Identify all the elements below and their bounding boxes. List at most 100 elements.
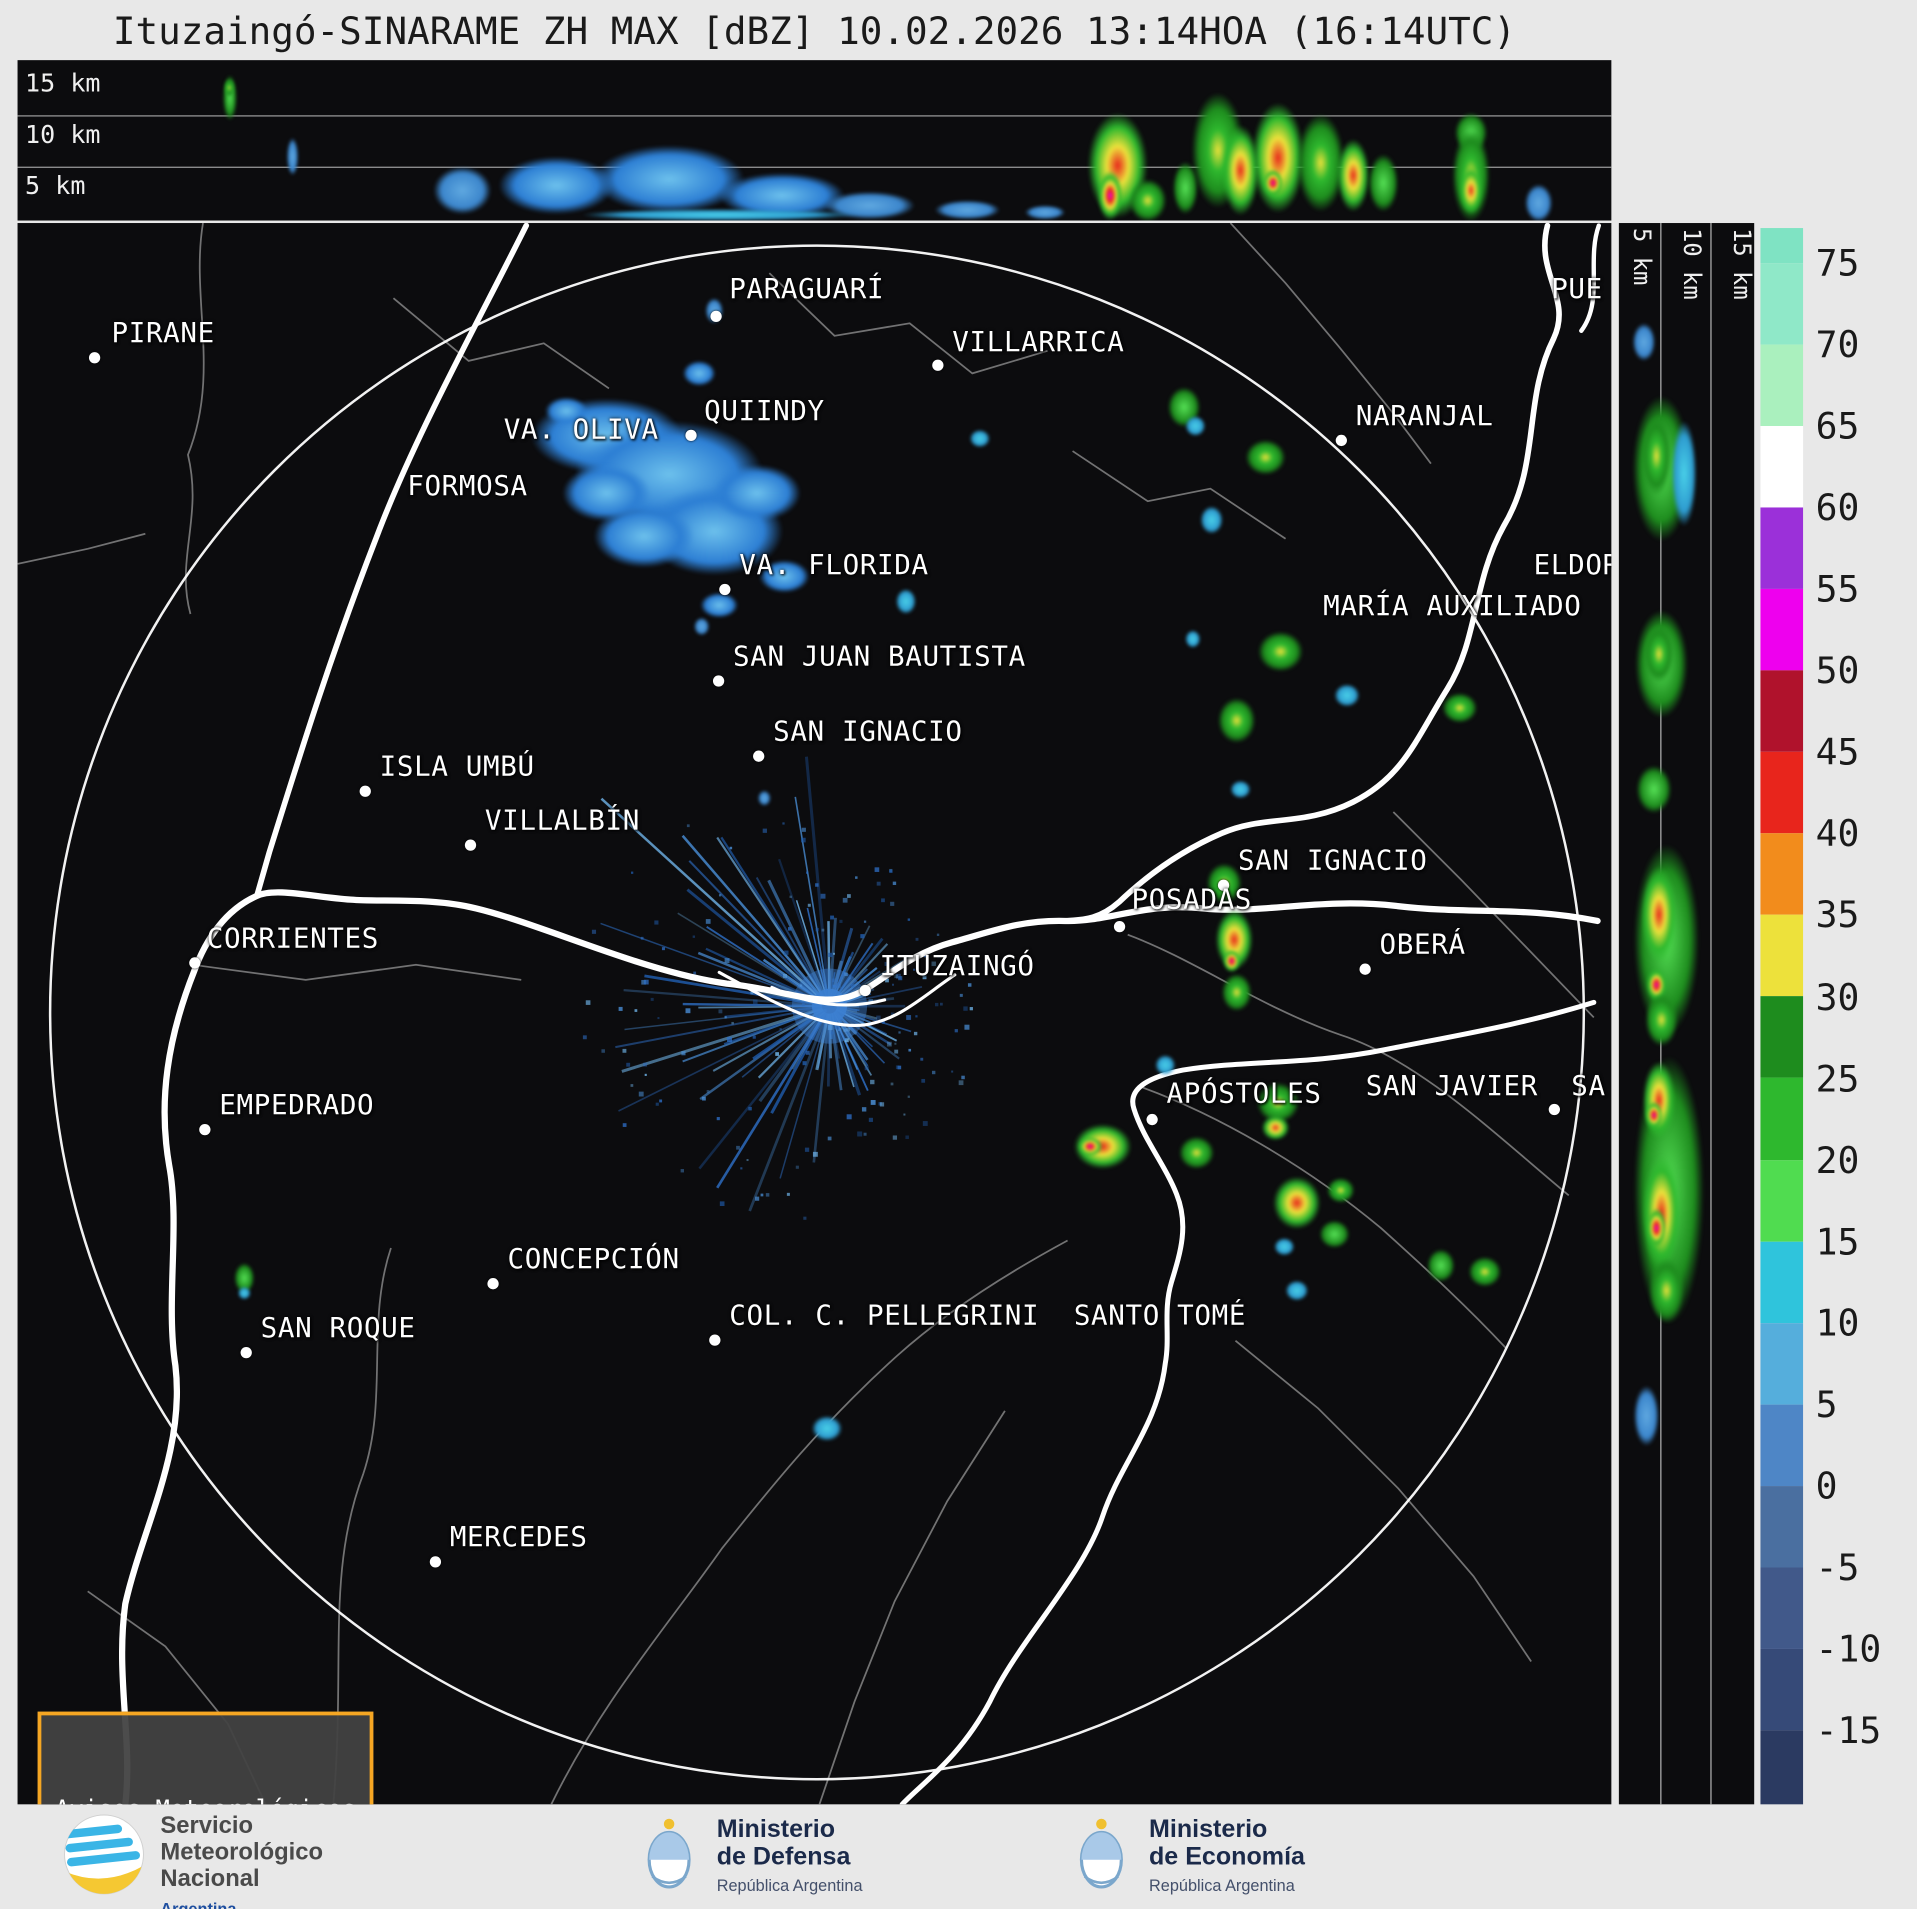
- city-dot-corrientes: [188, 956, 200, 968]
- clutter-speck: [821, 928, 825, 932]
- clutter-speck: [750, 991, 754, 995]
- echo-blue: [433, 166, 492, 215]
- echo-cm: [1097, 170, 1123, 221]
- clutter-speck: [626, 1062, 631, 1067]
- map-echo-layer: [18, 223, 1612, 1804]
- city-label-san-roque: SAN ROQUE: [260, 1313, 416, 1345]
- river-corner-stub: [1579, 223, 1602, 333]
- echo-green: [234, 1263, 255, 1294]
- clutter-speck: [801, 1003, 805, 1007]
- clutter-streak: [836, 1007, 912, 1033]
- echo-cr: [1261, 1115, 1290, 1141]
- colorbar-segment: [1760, 228, 1804, 264]
- colorbar-tick-label: 10: [1815, 1301, 1860, 1345]
- colorbar-segment: [1760, 263, 1804, 345]
- colorbar-tick-label: 25: [1815, 1057, 1860, 1100]
- echo-blue: [286, 137, 298, 176]
- colorbar-tick-label: 55: [1815, 567, 1860, 611]
- clutter-speck: [958, 1080, 964, 1086]
- river-braid-2: [770, 985, 887, 1007]
- clutter-speck: [686, 824, 690, 828]
- clutter-speck: [922, 1121, 928, 1126]
- clutter-speck: [726, 1036, 733, 1042]
- city-label-pue: PUE: [1551, 274, 1603, 306]
- clutter-speck: [843, 1028, 847, 1032]
- clutter-speck: [638, 1091, 644, 1097]
- smn-logo-icon: [63, 1813, 146, 1896]
- clutter-speck: [831, 978, 836, 983]
- colorbar-segment: [1760, 1485, 1804, 1568]
- clutter-speck: [905, 1135, 909, 1139]
- echo-cr: [1641, 867, 1677, 963]
- clutter-speck: [894, 1042, 897, 1045]
- clutter-speck: [786, 1192, 790, 1196]
- clutter-speck: [844, 1038, 849, 1043]
- city-dot-ituzaingo: [858, 984, 871, 996]
- clutter-speck: [820, 893, 826, 899]
- ministry-economia-logo: Ministerio de Economía República Argenti…: [1071, 1816, 1305, 1895]
- city-dot-san-roque: [239, 1346, 252, 1358]
- colorbar-tick-label: 60: [1815, 486, 1860, 529]
- echo-patch: [700, 592, 739, 618]
- city-label-formosa: FORMOSA: [407, 471, 528, 503]
- clutter-speck: [692, 935, 696, 938]
- clutter-speck: [937, 954, 941, 959]
- clutter-speck: [736, 1145, 740, 1150]
- city-label-naranjal: NARANJAL: [1355, 400, 1494, 433]
- city-label-eldor: ELDOR: [1533, 550, 1612, 582]
- echo-blue: [1024, 204, 1066, 219]
- colorbar-tick-label: 30: [1815, 975, 1860, 1019]
- clutter-speck: [839, 919, 843, 923]
- clutter-speck: [765, 1193, 770, 1197]
- colorbar-tick-label: 15: [1815, 1220, 1860, 1263]
- echo-cm: [1646, 968, 1667, 1002]
- smn-line-2: Meteorológico: [160, 1839, 324, 1866]
- clutter-speck: [921, 1078, 926, 1083]
- city-label-san-ignacio: SAN IGNACIO: [1237, 845, 1428, 878]
- clutter-streak: [741, 1010, 825, 1078]
- clutter-streak: [615, 1006, 823, 1049]
- clutter-speck: [655, 1102, 659, 1106]
- clutter-speck: [748, 1106, 752, 1111]
- echo-cr: [1273, 1176, 1321, 1230]
- clutter-speck: [805, 1050, 810, 1055]
- echo-green: [1368, 154, 1399, 212]
- height-label-15km-right: 15 km: [1727, 228, 1755, 300]
- clutter-speck: [803, 1216, 807, 1220]
- clutter-speck: [641, 979, 646, 985]
- city-dot-san-ignacio: [752, 749, 764, 762]
- city-label-san-javier: SAN JAVIER: [1365, 1071, 1538, 1103]
- echo-cyan: [581, 208, 858, 220]
- clutter-speck: [693, 971, 697, 975]
- city-label-empedrado: EMPEDRADO: [219, 1090, 375, 1122]
- height-label-5km: 5 km: [25, 170, 86, 201]
- river-uruguay: [899, 999, 1597, 1805]
- top-cross-section-panel: 15 km 10 km 5 km: [17, 60, 1612, 221]
- colorbar-tick-label: 0: [1815, 1464, 1838, 1508]
- colorbar-segment: [1760, 589, 1804, 671]
- city-label-va-florida: VA. FLORIDA: [739, 550, 929, 582]
- reflectivity-colorbar: [1760, 228, 1804, 1805]
- clutter-streak: [812, 1013, 831, 1163]
- colorbar-tick-label: 35: [1815, 893, 1860, 937]
- clutter-speck: [863, 920, 867, 923]
- clutter-speck: [804, 1147, 810, 1152]
- echo-patch: [712, 464, 801, 521]
- city-label-villarrica: VILLARRICA: [952, 327, 1125, 359]
- clutter-speck: [654, 920, 659, 925]
- clutter-speck: [706, 1089, 710, 1093]
- coat-of-arms-icon: [647, 1818, 691, 1889]
- clutter-speck: [585, 1000, 591, 1005]
- city-dot-sa: [1548, 1103, 1560, 1115]
- radar-range-ring: [48, 244, 1586, 1781]
- echo-cyan: [1155, 1055, 1176, 1076]
- clutter-speck: [906, 1015, 912, 1020]
- clutter-speck: [801, 827, 806, 832]
- echo-green: [1427, 1249, 1455, 1282]
- echo-cyan: [895, 588, 916, 614]
- colorbar-tick-label: 45: [1815, 730, 1860, 774]
- echo-gy: [1245, 439, 1286, 475]
- ministry-defensa-logo: Ministerio de Defensa República Argentin…: [639, 1816, 863, 1895]
- clutter-speck: [895, 1065, 900, 1070]
